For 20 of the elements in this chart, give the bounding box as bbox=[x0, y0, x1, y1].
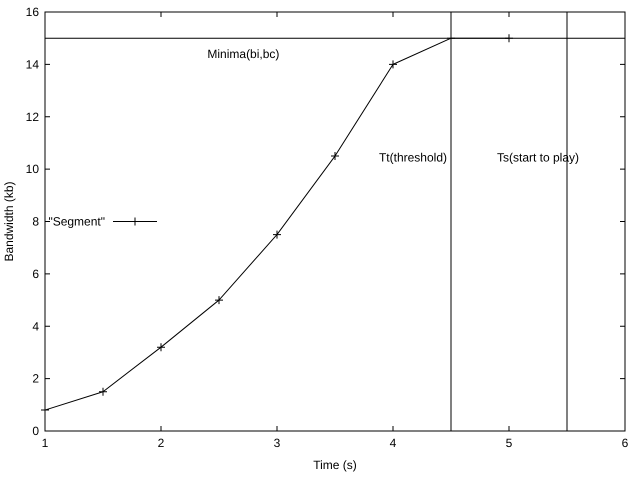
ref-line-label: Tt(threshold) bbox=[378, 150, 447, 164]
x-tick-label: 4 bbox=[390, 436, 397, 450]
legend-label: "Segment" bbox=[48, 214, 105, 228]
y-tick-label: 6 bbox=[32, 266, 40, 281]
y-tick-label: 12 bbox=[26, 110, 40, 124]
y-tick-label: 4 bbox=[32, 319, 40, 334]
y-tick-label: 2 bbox=[32, 372, 40, 386]
y-axis-title: Bandwidth (kb) bbox=[2, 181, 16, 262]
x-tick-label: 2 bbox=[158, 436, 165, 450]
x-tick-label: 3 bbox=[274, 436, 281, 450]
y-tick-label: 8 bbox=[32, 214, 40, 228]
x-tick-label: 6 bbox=[622, 436, 629, 450]
y-tick-label: 14 bbox=[26, 57, 40, 72]
y-tick-label: 10 bbox=[26, 162, 40, 176]
y-tick-label: 0 bbox=[32, 424, 40, 438]
x-tick-label: 5 bbox=[506, 436, 513, 450]
x-tick-label: 1 bbox=[42, 436, 49, 450]
x-axis-title: Time (s) bbox=[313, 458, 357, 472]
y-tick-label: 16 bbox=[26, 5, 40, 19]
ref-line-label: Minima(bi,bc) bbox=[207, 47, 280, 62]
